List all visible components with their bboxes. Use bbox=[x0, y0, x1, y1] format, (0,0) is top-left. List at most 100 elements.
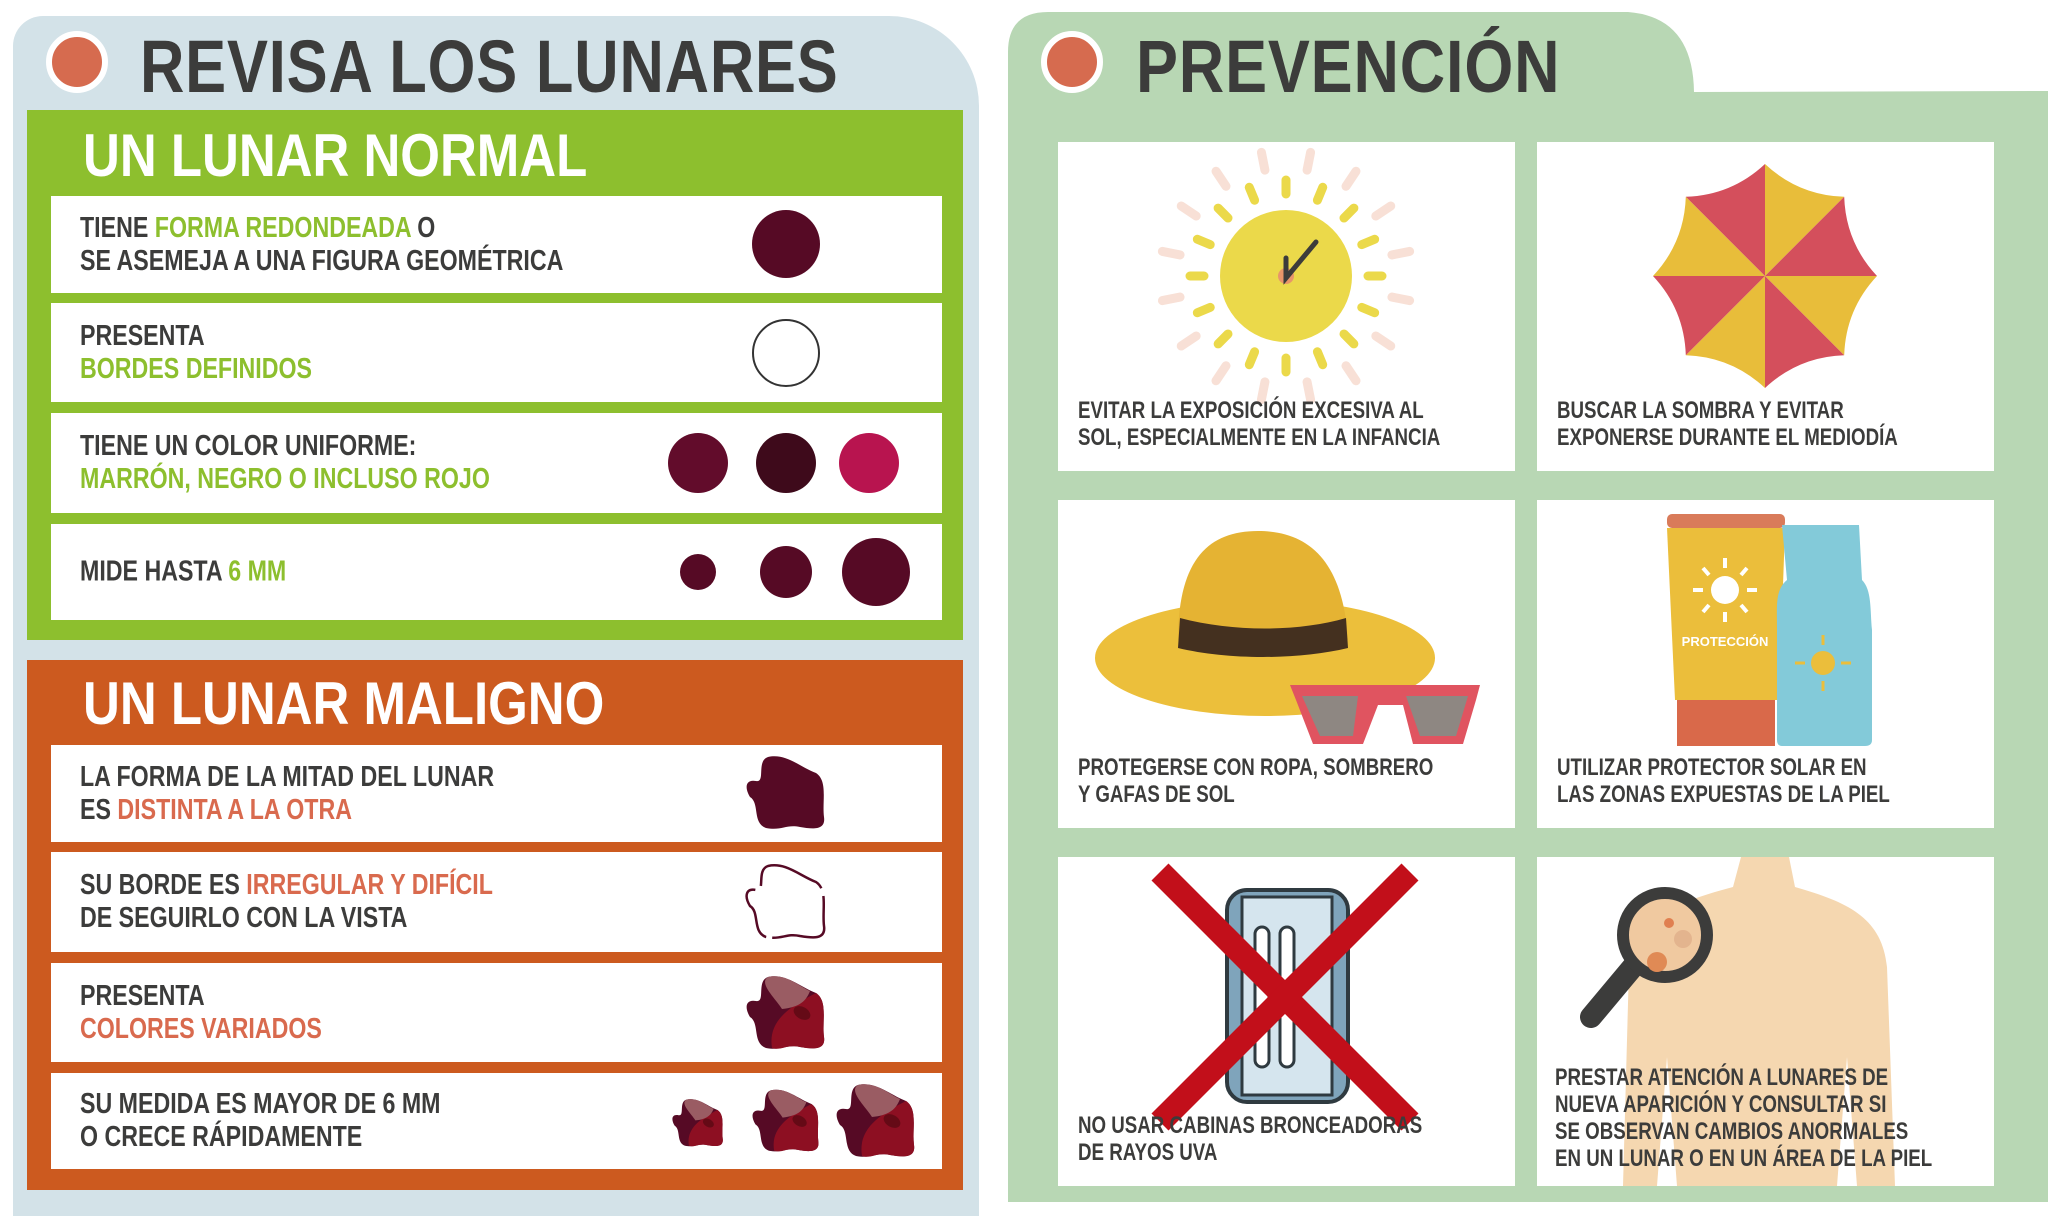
row-text: PRESENTA COLORES VARIADOS bbox=[80, 980, 382, 1046]
umbrella-panel bbox=[1653, 276, 1765, 356]
highlight-text: COLORES VARIADOS bbox=[80, 1012, 322, 1045]
row-line: O CRECE RÁPIDAMENTE bbox=[80, 1121, 441, 1154]
umbrella-panel bbox=[1685, 276, 1765, 388]
list-item: SU BORDE ES IRREGULAR Y DIFÍCIL DE SEGUIR… bbox=[51, 852, 942, 952]
text: LA FORMA DE LA MITAD DEL LUNAR bbox=[80, 760, 495, 793]
row-line: PRESENTA bbox=[80, 980, 322, 1013]
card-text-line: Y GAFAS DE SOL bbox=[1078, 781, 1235, 808]
prevention-card: PROTECCIÓN UTILIZAR PROTECTOR SOLAR EN LA… bbox=[1537, 500, 1994, 828]
umbrella-icon bbox=[1653, 164, 1877, 388]
row-line: LA FORMA DE LA MITAD DEL LUNAR bbox=[80, 761, 494, 794]
row-text: MIDE HASTA 6 MM bbox=[80, 556, 338, 589]
malignant-mole-section: UN LUNAR MALIGNO LA FORMA DE LA MITAD DE… bbox=[27, 660, 963, 1190]
card-text-line: PROTEGERSE CON ROPA, SOMBRERO bbox=[1078, 754, 1434, 781]
varied-colors-mole-icon bbox=[746, 976, 825, 1049]
prevention-card: BUSCAR LA SOMBRA Y EVITAR EXPONERSE DURAN… bbox=[1537, 142, 1994, 471]
prevention-card: EVITAR LA EXPOSICIÓN EXCESIVA AL SOL, ESP… bbox=[1058, 142, 1515, 471]
list-item: TIENE UN COLOR UNIFORME: MARRÓN, NEGRO O … bbox=[51, 413, 942, 513]
text: SU MEDIDA ES MAYOR DE 6 MM bbox=[80, 1088, 441, 1120]
asymmetric-mole-icon bbox=[746, 756, 825, 829]
mole-red bbox=[839, 433, 899, 493]
card-text-line: NO USAR CABINAS BRONCEADORAS bbox=[1078, 1112, 1423, 1139]
bullet-dot-icon bbox=[1041, 31, 1103, 93]
umbrella-panel bbox=[1765, 196, 1877, 276]
text: TIENE UN COLOR UNIFORME: bbox=[80, 430, 417, 462]
card-text-line: EXPONERSE DURANTE EL MEDIODÍA bbox=[1557, 424, 1898, 451]
card-text-line: DE RAYOS UVA bbox=[1078, 1139, 1218, 1166]
row-line: BORDES DEFINIDOS bbox=[80, 353, 312, 386]
card-text: PROTEGERSE CON ROPA, SOMBRERO Y GAFAS DE … bbox=[1078, 754, 1515, 808]
card-text-line: NUEVA APARICIÓN Y CONSULTAR SI bbox=[1555, 1091, 1887, 1118]
umbrella-panel bbox=[1765, 164, 1845, 276]
card-text-line: LAS ZONAS EXPUESTAS DE LA PIEL bbox=[1557, 781, 1890, 808]
row-line: PRESENTA bbox=[80, 320, 312, 353]
prevention-card: PROTEGERSE CON ROPA, SOMBRERO Y GAFAS DE … bbox=[1058, 500, 1515, 828]
defined-border-icon bbox=[752, 319, 820, 387]
text: O bbox=[410, 211, 436, 244]
list-item: PRESENTA COLORES VARIADOS bbox=[51, 963, 942, 1062]
row-text: SU MEDIDA ES MAYOR DE 6 MM O CRECE RÁPIDA… bbox=[80, 1088, 531, 1154]
umbrella-panel bbox=[1685, 164, 1765, 276]
magnifier-skin-icon bbox=[1580, 857, 1895, 1186]
list-item: LA FORMA DE LA MITAD DEL LUNAR ES DISTINT… bbox=[51, 745, 942, 842]
highlight-text: 6 MM bbox=[228, 555, 287, 588]
growing-mole-icon bbox=[672, 1084, 915, 1157]
no-tanning-bed-icon bbox=[1151, 863, 1419, 1131]
card-text-line: UTILIZAR PROTECTOR SOLAR EN bbox=[1557, 754, 1867, 781]
sunscreen-label: PROTECCIÓN bbox=[1682, 634, 1769, 649]
irregular-border-icon bbox=[745, 864, 826, 940]
row-text: SU BORDE ES IRREGULAR Y DIFÍCIL DE SEGUIR… bbox=[80, 869, 596, 935]
text: ES bbox=[80, 793, 118, 826]
row-text: LA FORMA DE LA MITAD DEL LUNAR ES DISTINT… bbox=[80, 761, 598, 827]
row-line: MARRÓN, NEGRO O INCLUSO ROJO bbox=[80, 463, 490, 496]
row-text: TIENE FORMA REDONDEADA O SE ASEMEJA A UNA… bbox=[80, 212, 684, 278]
section-heading: UN LUNAR MALIGNO bbox=[83, 670, 605, 737]
row-line: SE ASEMEJA A UNA FIGURA GEOMÉTRICA bbox=[80, 245, 563, 278]
card-text: NO USAR CABINAS BRONCEADORAS DE RAYOS UVA bbox=[1078, 1112, 1515, 1166]
hat-sunglasses-icon bbox=[1095, 531, 1480, 744]
text: DE SEGUIRLO CON LA VISTA bbox=[80, 902, 408, 934]
text: MIDE HASTA bbox=[80, 555, 229, 588]
umbrella-panel bbox=[1653, 196, 1765, 276]
bullet-dot-icon bbox=[46, 31, 108, 93]
row-line: SU MEDIDA ES MAYOR DE 6 MM bbox=[80, 1088, 441, 1121]
highlight-text: IRREGULAR Y DIFÍCIL bbox=[246, 869, 493, 901]
card-text-line: PRESTAR ATENCIÓN A LUNARES DE bbox=[1555, 1064, 1889, 1091]
sizes-icon bbox=[680, 538, 910, 606]
row-line: MIDE HASTA 6 MM bbox=[80, 556, 286, 589]
sunscreen-icon: PROTECCIÓN bbox=[1667, 514, 1872, 746]
highlight-text: FORMA REDONDEADA bbox=[154, 211, 411, 244]
row-line: SU BORDE ES IRREGULAR Y DIFÍCIL bbox=[80, 869, 493, 902]
highlight-text: DISTINTA A LA OTRA bbox=[117, 793, 352, 826]
mole-brown bbox=[668, 433, 728, 493]
prevention-title: PREVENCIÓN bbox=[1136, 25, 1561, 108]
page-title-text: REVISA LOS LUNARES bbox=[140, 25, 839, 108]
card-text: PRESTAR ATENCIÓN A LUNARES DE NUEVA APARI… bbox=[1555, 1064, 1994, 1172]
list-item: PRESENTA BORDES DEFINIDOS bbox=[51, 303, 942, 402]
round-mole-icon bbox=[752, 210, 820, 278]
card-text: UTILIZAR PROTECTOR SOLAR EN LAS ZONAS EXP… bbox=[1557, 754, 1984, 808]
sun-clock-icon bbox=[1157, 147, 1415, 405]
section-heading: UN LUNAR NORMAL bbox=[83, 122, 588, 189]
list-item: SU MEDIDA ES MAYOR DE 6 MM O CRECE RÁPIDA… bbox=[51, 1073, 942, 1169]
mole-black bbox=[756, 433, 816, 493]
highlight-text: BORDES DEFINIDOS bbox=[80, 352, 313, 385]
list-item: TIENE FORMA REDONDEADA O SE ASEMEJA A UNA… bbox=[51, 196, 942, 293]
card-text: BUSCAR LA SOMBRA Y EVITAR EXPONERSE DURAN… bbox=[1557, 397, 1994, 451]
umbrella-panel bbox=[1765, 276, 1877, 356]
text: PRESENTA bbox=[80, 979, 205, 1012]
card-text: EVITAR LA EXPOSICIÓN EXCESIVA AL SOL, ESP… bbox=[1078, 397, 1515, 451]
row-line: ES DISTINTA A LA OTRA bbox=[80, 794, 494, 827]
prevention-card: PRESTAR ATENCIÓN A LUNARES DE NUEVA APARI… bbox=[1537, 857, 1994, 1186]
text: TIENE bbox=[80, 211, 155, 244]
page-title: REVISA LOS LUNARES bbox=[140, 30, 982, 104]
uniform-colors-icon bbox=[668, 433, 899, 493]
row-line: DE SEGUIRLO CON LA VISTA bbox=[80, 902, 493, 935]
prevention-card: NO USAR CABINAS BRONCEADORAS DE RAYOS UVA bbox=[1058, 857, 1515, 1186]
text: SU BORDE ES bbox=[80, 869, 247, 901]
row-line: TIENE UN COLOR UNIFORME: bbox=[80, 430, 490, 463]
list-item: MIDE HASTA 6 MM bbox=[51, 524, 942, 620]
row-line: TIENE FORMA REDONDEADA O bbox=[80, 212, 563, 245]
normal-mole-section: UN LUNAR NORMAL TIENE FORMA REDONDEADA O… bbox=[27, 110, 963, 640]
card-text-line: EN UN LUNAR O EN UN ÁREA DE LA PIEL bbox=[1555, 1145, 1933, 1172]
